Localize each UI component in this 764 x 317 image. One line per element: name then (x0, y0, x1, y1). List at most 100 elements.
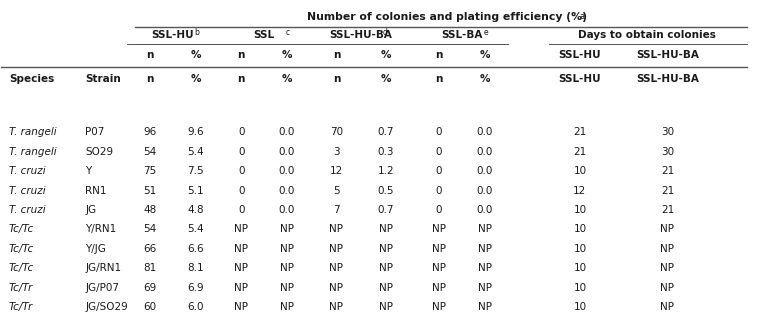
Text: 48: 48 (143, 205, 157, 215)
Text: 81: 81 (143, 263, 157, 274)
Text: NP: NP (478, 283, 492, 293)
Text: 12: 12 (573, 185, 587, 196)
Text: %: % (380, 50, 391, 60)
Text: 5: 5 (333, 185, 340, 196)
Text: JG/SO29: JG/SO29 (85, 302, 128, 313)
Text: 10: 10 (573, 263, 587, 274)
Text: 54: 54 (143, 224, 157, 235)
Text: 0.7: 0.7 (377, 127, 394, 137)
Text: T. cruzi: T. cruzi (9, 205, 46, 215)
Text: 6.6: 6.6 (187, 244, 204, 254)
Text: 21: 21 (573, 146, 587, 157)
Text: 0.0: 0.0 (279, 166, 295, 176)
Text: 70: 70 (330, 127, 343, 137)
Text: %: % (380, 74, 391, 84)
Text: 12: 12 (330, 166, 343, 176)
Text: %: % (282, 74, 292, 84)
Text: JG: JG (85, 205, 96, 215)
Text: JG/RN1: JG/RN1 (85, 263, 121, 274)
Text: NP: NP (280, 224, 294, 235)
Text: NP: NP (432, 302, 446, 313)
Text: NP: NP (432, 244, 446, 254)
Text: Y: Y (85, 166, 92, 176)
Text: NP: NP (432, 263, 446, 274)
Text: NP: NP (235, 283, 248, 293)
Text: %: % (282, 50, 292, 60)
Text: 0: 0 (238, 185, 244, 196)
Text: Tc/Tr: Tc/Tr (9, 302, 34, 313)
Text: 0.0: 0.0 (477, 185, 493, 196)
Text: JG/P07: JG/P07 (85, 283, 119, 293)
Text: NP: NP (329, 263, 343, 274)
Text: NP: NP (379, 244, 393, 254)
Text: 0.0: 0.0 (477, 146, 493, 157)
Text: %: % (480, 50, 490, 60)
Text: n: n (238, 50, 244, 60)
Text: NP: NP (478, 244, 492, 254)
Text: Tc/Tc: Tc/Tc (9, 263, 34, 274)
Text: 0: 0 (435, 146, 442, 157)
Text: Tc/Tr: Tc/Tr (9, 283, 34, 293)
Text: T. cruzi: T. cruzi (9, 185, 46, 196)
Text: 5.4: 5.4 (187, 146, 204, 157)
Text: NP: NP (379, 224, 393, 235)
Text: NP: NP (280, 302, 294, 313)
Text: NP: NP (329, 244, 343, 254)
Text: P07: P07 (85, 127, 105, 137)
Text: NP: NP (660, 302, 675, 313)
Text: 0: 0 (238, 205, 244, 215)
Text: Tc/Tc: Tc/Tc (9, 224, 34, 235)
Text: NP: NP (329, 302, 343, 313)
Text: n: n (435, 50, 443, 60)
Text: NP: NP (235, 302, 248, 313)
Text: 54: 54 (143, 146, 157, 157)
Text: Y/JG: Y/JG (85, 244, 106, 254)
Text: NP: NP (660, 244, 675, 254)
Text: SSL: SSL (254, 30, 274, 40)
Text: 5.1: 5.1 (187, 185, 204, 196)
Text: 10: 10 (573, 205, 587, 215)
Text: d: d (382, 28, 387, 37)
Text: 10: 10 (573, 302, 587, 313)
Text: 96: 96 (143, 127, 157, 137)
Text: %: % (480, 74, 490, 84)
Text: NP: NP (379, 283, 393, 293)
Text: a: a (580, 12, 585, 21)
Text: %: % (190, 74, 201, 84)
Text: 6.9: 6.9 (187, 283, 204, 293)
Text: 10: 10 (573, 283, 587, 293)
Text: 21: 21 (661, 205, 674, 215)
Text: 0.0: 0.0 (477, 127, 493, 137)
Text: 0: 0 (238, 146, 244, 157)
Text: 4.8: 4.8 (187, 205, 204, 215)
Text: 0.3: 0.3 (377, 146, 394, 157)
Text: NP: NP (379, 263, 393, 274)
Text: 1.2: 1.2 (377, 166, 394, 176)
Text: 6.0: 6.0 (187, 302, 204, 313)
Text: SSL-BA: SSL-BA (442, 30, 483, 40)
Text: 69: 69 (143, 283, 157, 293)
Text: SSL-HU: SSL-HU (558, 74, 601, 84)
Text: NP: NP (280, 283, 294, 293)
Text: SSL-HU-BA: SSL-HU-BA (329, 30, 393, 40)
Text: 0: 0 (435, 205, 442, 215)
Text: SO29: SO29 (85, 146, 113, 157)
Text: 0: 0 (435, 185, 442, 196)
Text: e: e (484, 28, 488, 37)
Text: NP: NP (329, 283, 343, 293)
Text: NP: NP (660, 263, 675, 274)
Text: T. rangeli: T. rangeli (9, 146, 57, 157)
Text: 60: 60 (144, 302, 157, 313)
Text: Number of colonies and plating efficiency (%): Number of colonies and plating efficienc… (306, 12, 587, 23)
Text: 0.0: 0.0 (279, 127, 295, 137)
Text: SSL-HU: SSL-HU (151, 30, 194, 40)
Text: 21: 21 (661, 166, 674, 176)
Text: SSL-HU-BA: SSL-HU-BA (636, 74, 699, 84)
Text: 0.0: 0.0 (477, 205, 493, 215)
Text: 10: 10 (573, 244, 587, 254)
Text: NP: NP (379, 302, 393, 313)
Text: NP: NP (235, 224, 248, 235)
Text: RN1: RN1 (85, 185, 107, 196)
Text: 30: 30 (661, 127, 674, 137)
Text: 5.4: 5.4 (187, 224, 204, 235)
